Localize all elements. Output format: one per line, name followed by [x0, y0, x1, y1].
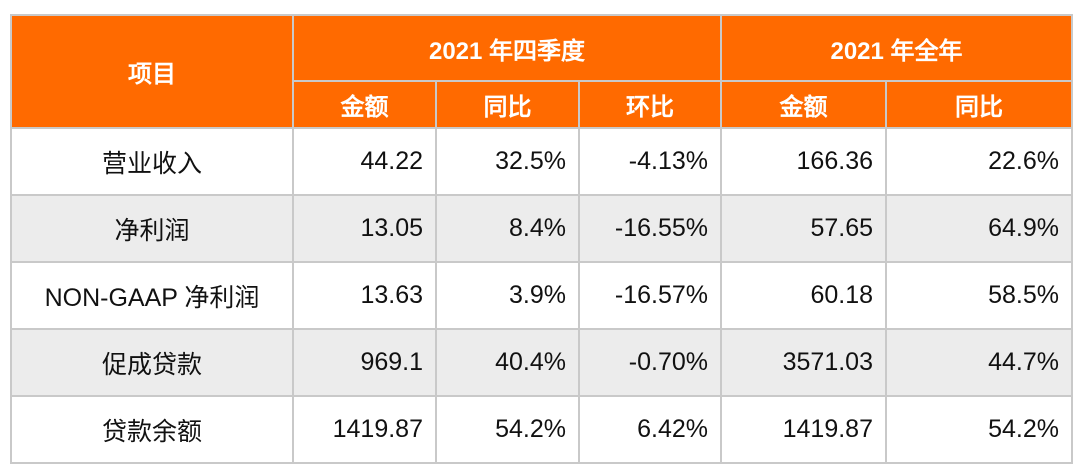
header-group-q4: 2021 年四季度	[292, 14, 722, 82]
table-cell: 54.2%	[885, 395, 1073, 464]
header-sub: 同比	[885, 80, 1073, 129]
table-row: NON-GAAP 净利润 13.63 3.9% -16.57% 60.18 58.5%	[10, 261, 1073, 330]
table-cell: 22.6%	[885, 127, 1073, 196]
table-cell: 44.7%	[885, 328, 1073, 397]
row-label: NON-GAAP 净利润	[10, 261, 294, 330]
table-cell: 32.5%	[435, 127, 580, 196]
table-cell: -0.70%	[578, 328, 722, 397]
table-row: 促成贷款 969.1 40.4% -0.70% 3571.03 44.7%	[10, 328, 1073, 397]
header-sub: 金额	[292, 80, 437, 129]
table-cell: 8.4%	[435, 194, 580, 263]
table-cell: 60.18	[720, 261, 887, 330]
table-cell: 6.42%	[578, 395, 722, 464]
row-label: 促成贷款	[10, 328, 294, 397]
table-cell: 40.4%	[435, 328, 580, 397]
header-sub: 同比	[435, 80, 580, 129]
header-group-year: 2021 年全年	[720, 14, 1073, 82]
row-label: 净利润	[10, 194, 294, 263]
table-cell: 1419.87	[292, 395, 437, 464]
table-cell: 3571.03	[720, 328, 887, 397]
header-item: 项目	[10, 14, 294, 129]
table-row: 营业收入 44.22 32.5% -4.13% 166.36 22.6%	[10, 127, 1073, 196]
table-cell: 58.5%	[885, 261, 1073, 330]
table-cell: 64.9%	[885, 194, 1073, 263]
header-sub: 金额	[720, 80, 887, 129]
row-label: 营业收入	[10, 127, 294, 196]
header-sub: 环比	[578, 80, 722, 129]
row-label: 贷款余额	[10, 395, 294, 464]
table-row: 净利润 13.05 8.4% -16.55% 57.65 64.9%	[10, 194, 1073, 263]
table-cell: 166.36	[720, 127, 887, 196]
table-cell: -16.55%	[578, 194, 722, 263]
table-cell: -16.57%	[578, 261, 722, 330]
table-cell: 44.22	[292, 127, 437, 196]
table-row: 贷款余额 1419.87 54.2% 6.42% 1419.87 54.2%	[10, 395, 1073, 464]
table-cell: 1419.87	[720, 395, 887, 464]
table-cell: 54.2%	[435, 395, 580, 464]
table-cell: 969.1	[292, 328, 437, 397]
table-cell: 3.9%	[435, 261, 580, 330]
table-cell: 13.63	[292, 261, 437, 330]
financial-table: 项目 2021 年四季度 2021 年全年 金额 同比 环比 金额 同比 营业收…	[10, 14, 1073, 464]
table-cell: 57.65	[720, 194, 887, 263]
table-cell: -4.13%	[578, 127, 722, 196]
table-cell: 13.05	[292, 194, 437, 263]
